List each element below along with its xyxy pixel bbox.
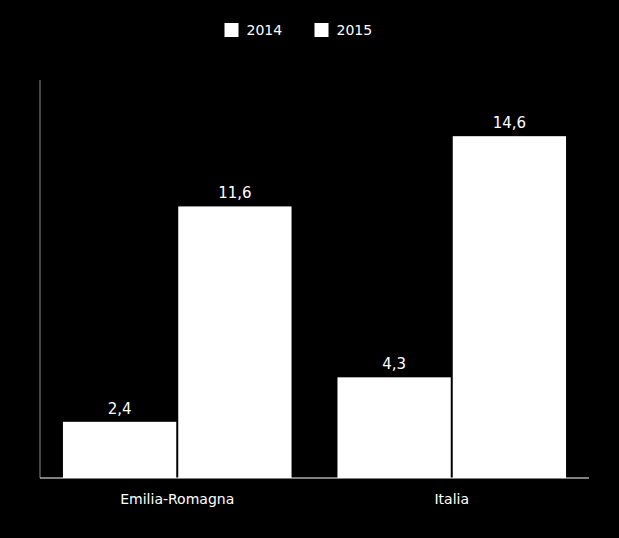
background xyxy=(0,0,619,538)
legend-label: 2014 xyxy=(247,22,283,38)
bar xyxy=(63,422,176,478)
legend-swatch xyxy=(225,23,239,37)
x-axis-line xyxy=(40,478,589,479)
legend-label: 2015 xyxy=(337,22,373,38)
x-tick-label: Emilia-Romagna xyxy=(120,491,234,507)
x-axis: Emilia-Romagna Italia xyxy=(120,491,469,507)
data-label: 4,3 xyxy=(382,355,406,373)
data-label: 11,6 xyxy=(218,184,251,202)
bars xyxy=(63,136,566,478)
y-axis-line xyxy=(40,80,41,478)
legend: 2014 2015 xyxy=(225,22,373,38)
legend-swatch xyxy=(315,23,329,37)
bar xyxy=(337,377,450,478)
x-tick-label: Italia xyxy=(434,491,469,507)
data-label: 2,4 xyxy=(108,400,132,418)
data-labels: 2,4 4,3 11,6 14,6 xyxy=(108,114,526,418)
bar xyxy=(453,136,566,478)
bar xyxy=(178,206,291,478)
chart: 2014 2015 2,4 4,3 11,6 14,6 Emilia-Romagna Ital… xyxy=(0,0,619,538)
data-label: 14,6 xyxy=(493,114,526,132)
chart-container: 2014 2015 2,4 4,3 11,6 14,6 Emilia-Romagna Ital… xyxy=(0,0,619,538)
